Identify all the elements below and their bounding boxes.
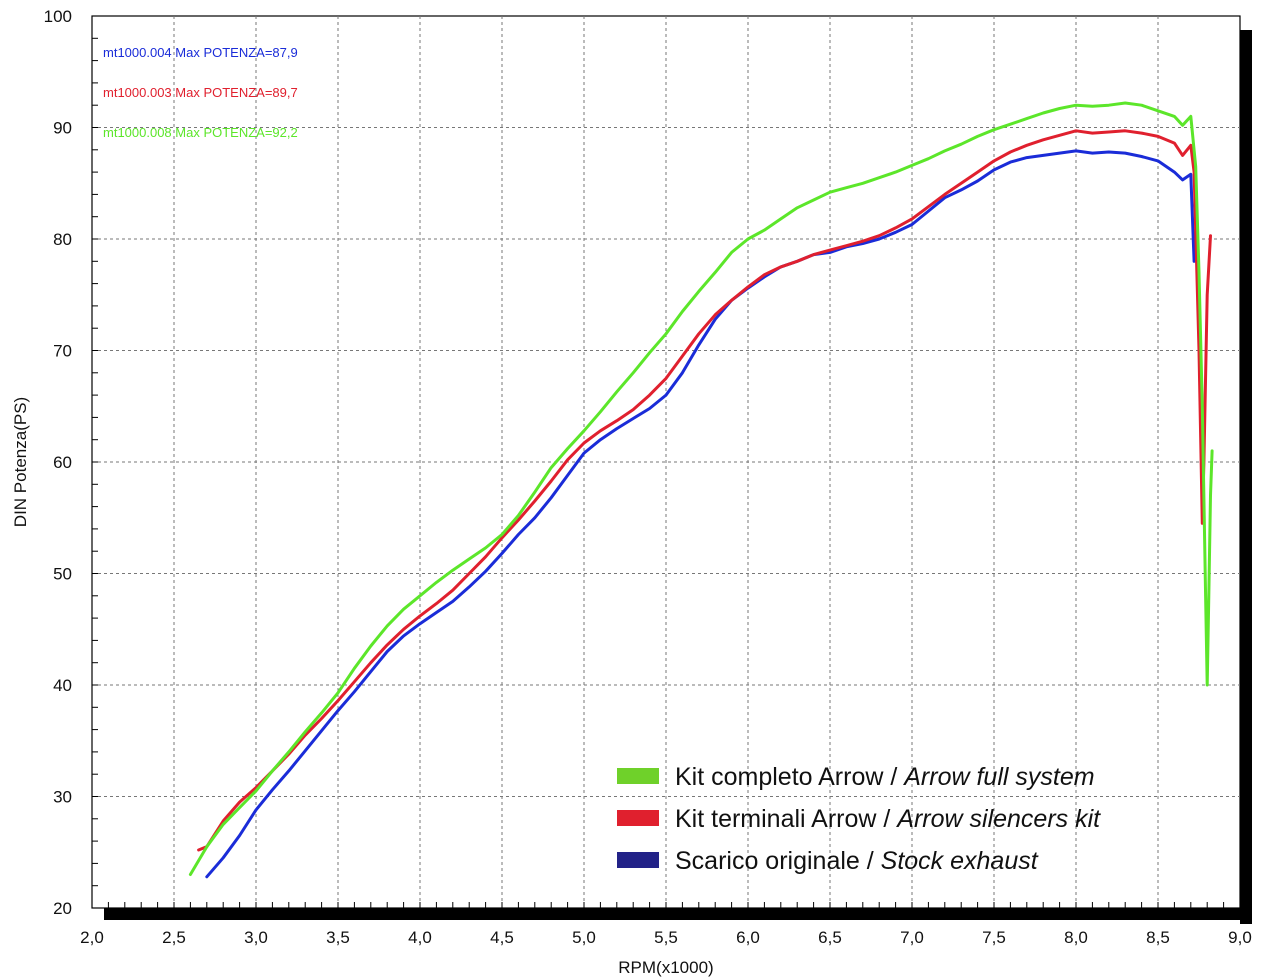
y-tick-label: 90 — [53, 119, 72, 138]
x-tick-label: 8,0 — [1064, 928, 1088, 947]
grid-lines — [92, 16, 1240, 908]
chart-frame-shadow — [104, 30, 1252, 924]
minor-ticks — [91, 15, 1241, 909]
x-tick-label: 3,0 — [244, 928, 268, 947]
legend: Kit completo Arrow / Arrow full system Ki… — [617, 763, 1101, 875]
x-tick-label: 7,0 — [900, 928, 924, 947]
y-tick-label: 50 — [53, 565, 72, 584]
x-tick-label: 9,0 — [1228, 928, 1252, 947]
x-tick-label: 8,5 — [1146, 928, 1170, 947]
x-tick-label: 5,0 — [572, 928, 596, 947]
legend-label-red: Kit terminali Arrow / Arrow silencers ki… — [675, 805, 1101, 833]
max-power-labels: mt1000.004 Max POTENZA=87,9 mt1000.003 Ma… — [103, 45, 298, 140]
x-tick-label: 3,5 — [326, 928, 350, 947]
y-tick-label: 40 — [53, 676, 72, 695]
x-axis-label: RPM(x1000) — [618, 958, 713, 977]
max-power-label: mt1000.003 Max POTENZA=89,7 — [103, 85, 298, 100]
y-axis-ticks: 20 30 40 50 60 70 80 90 100 — [44, 7, 72, 918]
x-tick-label: 4,0 — [408, 928, 432, 947]
y-tick-label: 80 — [53, 230, 72, 249]
y-tick-label: 100 — [44, 7, 72, 26]
y-tick-label: 20 — [53, 899, 72, 918]
max-power-label: mt1000.004 Max POTENZA=87,9 — [103, 45, 298, 60]
series-line-red — [197, 129, 1212, 852]
x-tick-label: 6,0 — [736, 928, 760, 947]
x-tick-label: 7,5 — [982, 928, 1006, 947]
series-line-green — [188, 101, 1214, 876]
x-tick-label: 6,5 — [818, 928, 842, 947]
x-tick-label: 4,5 — [490, 928, 514, 947]
y-tick-label: 60 — [53, 453, 72, 472]
y-tick-label: 70 — [53, 342, 72, 361]
shadow-bottom — [104, 908, 1252, 920]
legend-label-blue: Scarico originale / Stock exhaust — [675, 847, 1039, 875]
series-lines — [188, 101, 1214, 879]
x-tick-label: 5,5 — [654, 928, 678, 947]
legend-swatch-red — [617, 810, 659, 826]
y-tick-label: 30 — [53, 788, 72, 807]
legend-swatch-blue — [617, 852, 659, 868]
legend-label-green: Kit completo Arrow / Arrow full system — [675, 763, 1095, 791]
x-tick-label: 2,0 — [80, 928, 104, 947]
shadow-right — [1240, 30, 1252, 924]
y-axis-label: DIN Potenza(PS) — [11, 397, 30, 527]
x-tick-label: 2,5 — [162, 928, 186, 947]
legend-swatch-green — [617, 768, 659, 784]
max-power-label: mt1000.008 Max POTENZA=92,2 — [103, 125, 298, 140]
series-line-blue — [205, 149, 1196, 879]
x-axis-ticks: 2,0 2,5 3,0 3,5 4,0 4,5 5,0 5,5 6,0 6,5 7,0 7,5 8,0 8… — [80, 928, 1252, 947]
